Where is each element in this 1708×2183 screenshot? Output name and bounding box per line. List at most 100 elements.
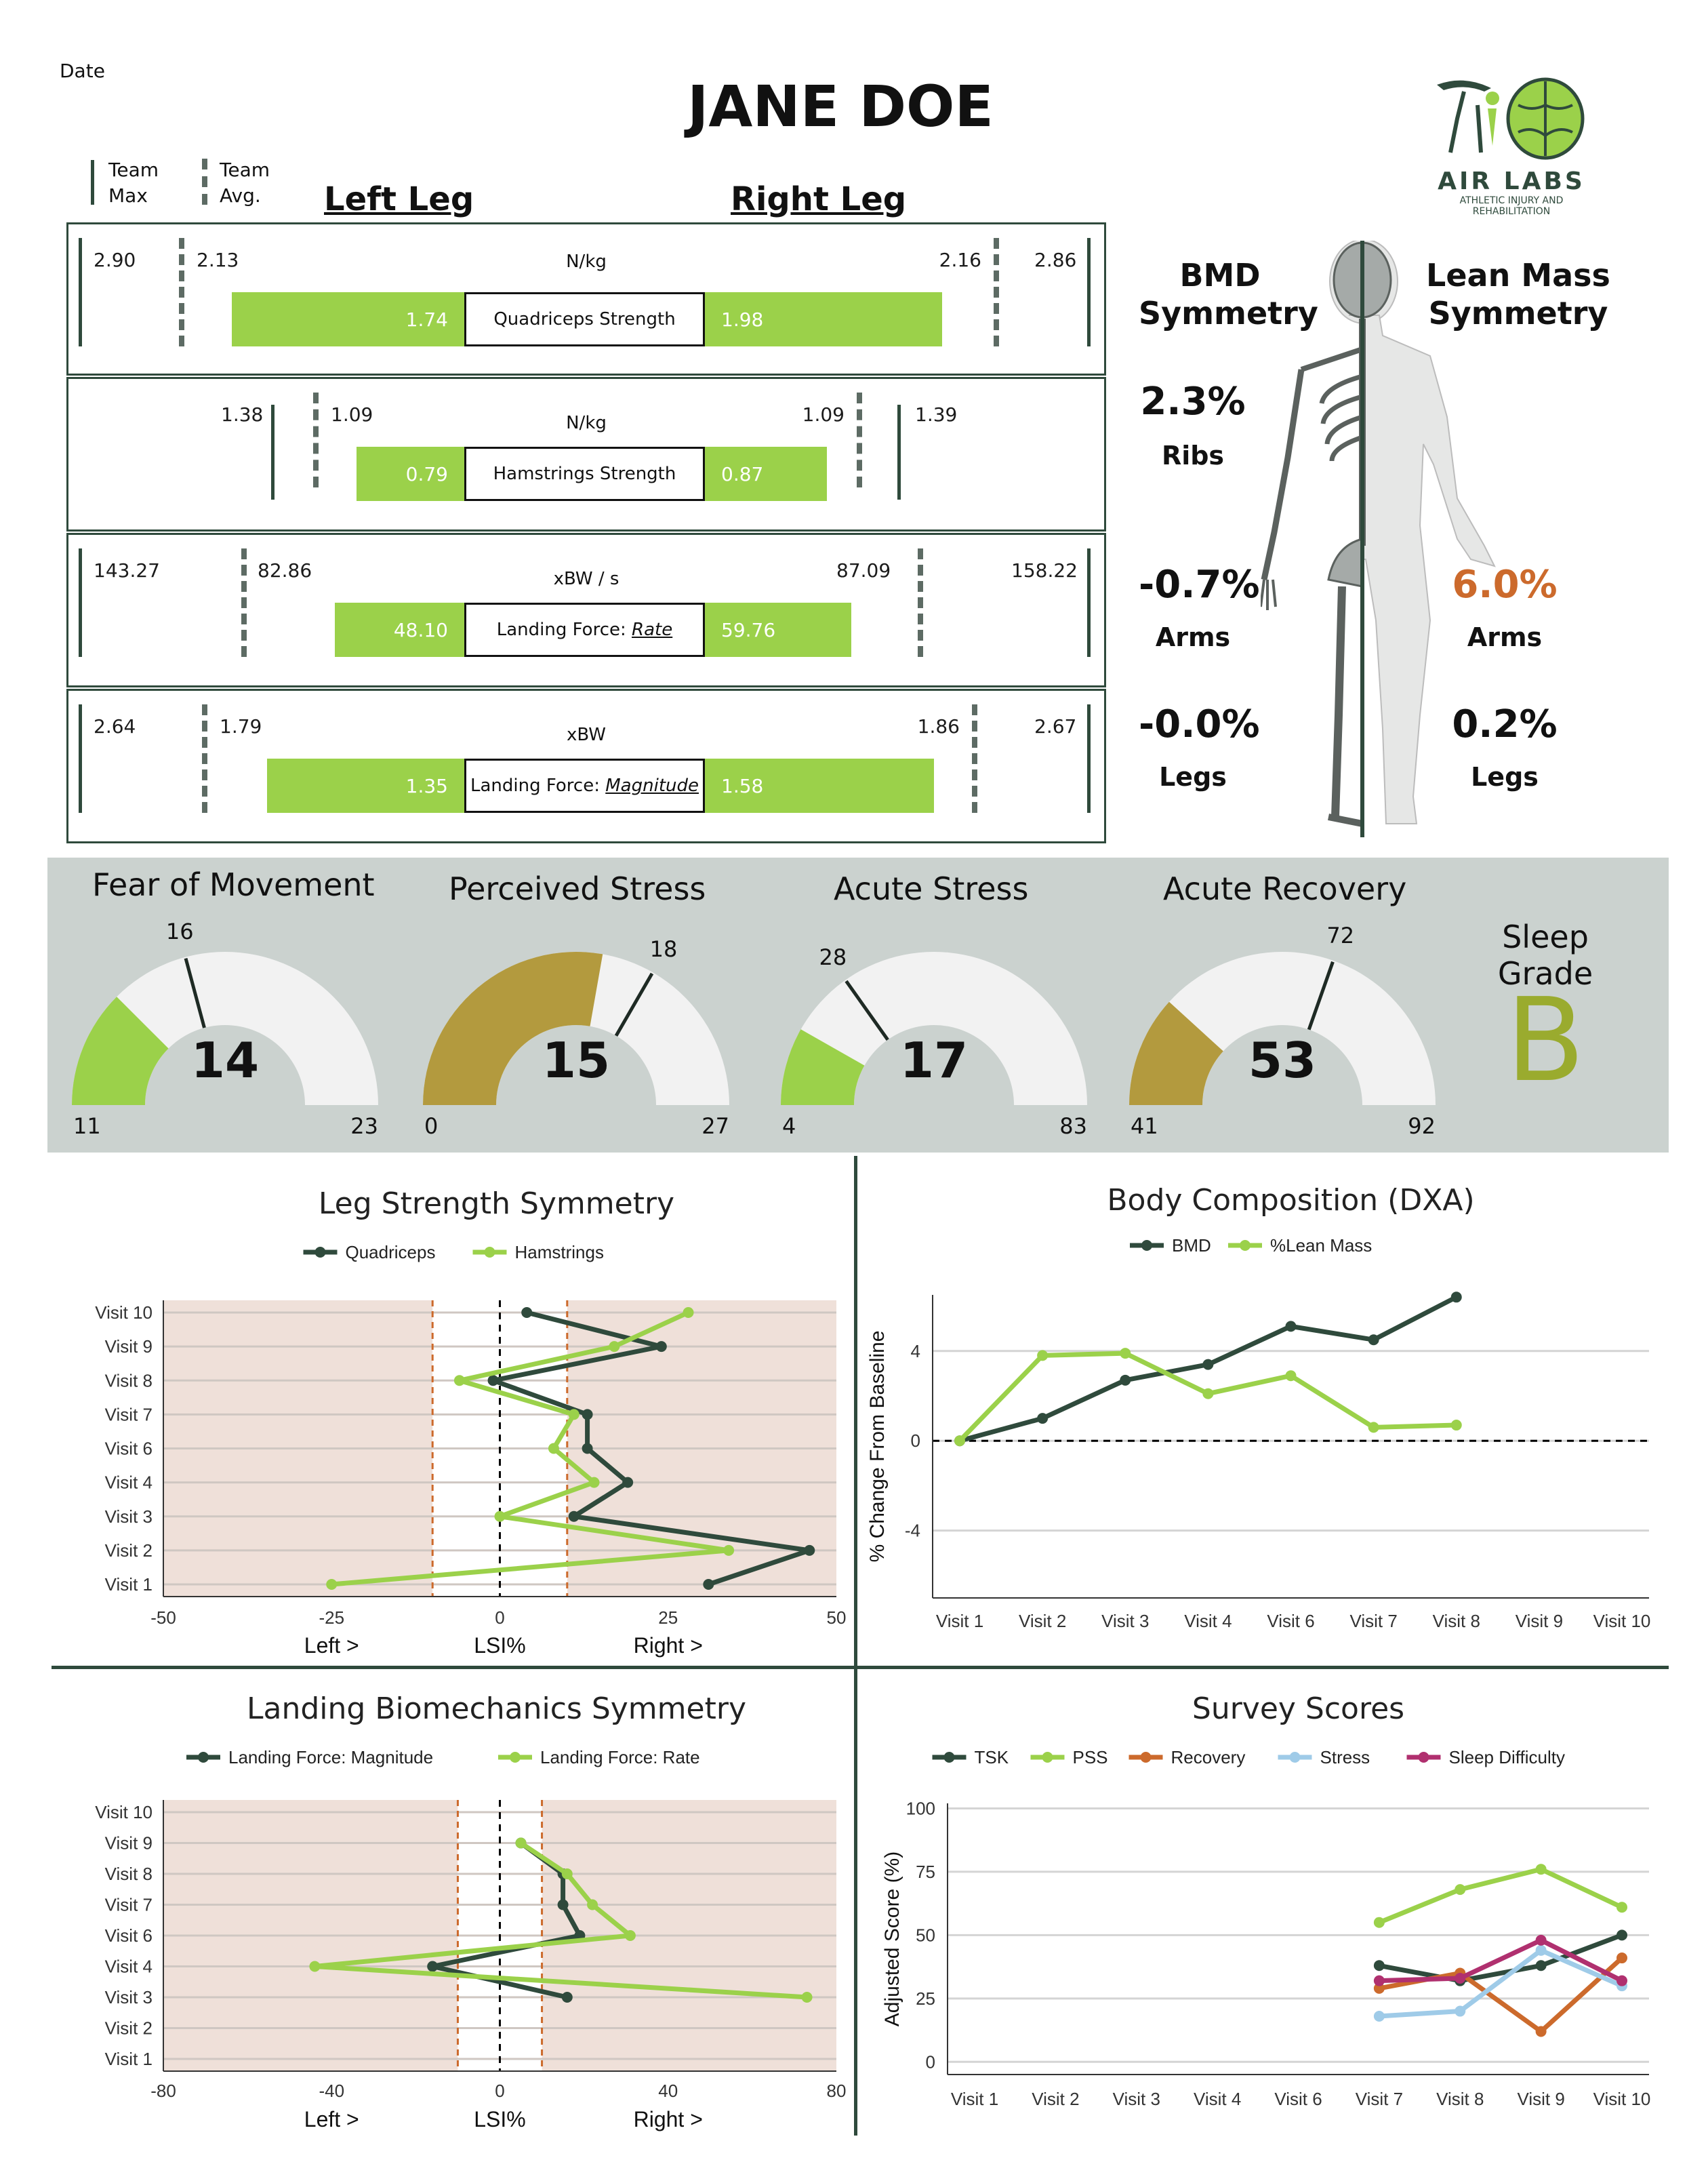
gauge-title: Acute Recovery xyxy=(1163,870,1407,907)
data-point xyxy=(1535,1864,1547,1875)
data-point xyxy=(326,1579,338,1590)
metric-unit: xBW / s xyxy=(553,569,619,589)
sleep-grade-title: Sleep Grade xyxy=(1497,919,1593,992)
team-max-legend-line xyxy=(91,160,94,205)
legend-label: Landing Force: Magnitude xyxy=(228,1747,433,1767)
x-tick-label: 0 xyxy=(495,1607,504,1628)
data-point xyxy=(1535,2026,1547,2037)
x-tick-label: Visit 7 xyxy=(1356,2089,1403,2109)
lean-symmetry-label: Arms xyxy=(1467,622,1543,652)
y-tick-label: Visit 1 xyxy=(105,1574,152,1595)
x-tick-label: Visit 3 xyxy=(1113,2089,1160,2109)
gauge-min: 0 xyxy=(424,1113,439,1139)
data-point xyxy=(622,1477,634,1488)
gauge-max: 27 xyxy=(702,1113,729,1139)
metric-unit: xBW xyxy=(566,725,606,745)
x-tick-label: -25 xyxy=(319,1607,344,1628)
bmd-symmetry-label: Legs xyxy=(1159,762,1227,792)
right-team-max-value: 2.86 xyxy=(1034,249,1077,271)
data-point xyxy=(1368,1422,1379,1433)
left-leg-bar: 1.35 xyxy=(267,759,464,813)
y-tick-label: Visit 4 xyxy=(105,1957,152,1977)
y-tick-label: 100 xyxy=(906,1798,935,1818)
data-point xyxy=(515,1837,527,1849)
y-tick-label: Visit 6 xyxy=(105,1439,152,1459)
y-tick-label: 25 xyxy=(916,1988,935,2009)
metric-name-emphasis: Magnitude xyxy=(605,776,699,796)
x-tick-label: 50 xyxy=(827,1607,847,1628)
x-tick-label: Visit 2 xyxy=(1032,2089,1079,2109)
data-point xyxy=(1373,2011,1385,2022)
logo-subtitle: ATHLETIC INJURY AND REHABILITATION xyxy=(1459,195,1564,217)
gauge xyxy=(781,952,1087,1105)
data-point xyxy=(309,1961,321,1972)
gauge-value: 15 xyxy=(542,1032,611,1089)
metric-name-emphasis: Rate xyxy=(632,620,673,640)
right-leg-value: 59.76 xyxy=(721,619,776,641)
metric-name-prefix: Landing Force: xyxy=(470,776,606,796)
legend-label: TSK xyxy=(975,1747,1009,1767)
y-tick-label: Visit 7 xyxy=(105,1895,152,1915)
data-point xyxy=(1616,1952,1627,1964)
team-avg-legend: Team Avg. xyxy=(220,159,270,207)
bmd-symmetry-label: Ribs xyxy=(1161,441,1225,470)
y-tick-label: Visit 9 xyxy=(105,1336,152,1357)
chart-title: Body Composition (DXA) xyxy=(1107,1183,1474,1218)
metric-name: Hamstrings Strength xyxy=(493,464,676,484)
y-tick-label: Visit 6 xyxy=(105,1925,152,1946)
x-tick-label: 80 xyxy=(827,2081,847,2101)
x-axis-label: LSI% xyxy=(474,1633,525,1658)
legend-marker xyxy=(510,1752,521,1763)
team-marker xyxy=(845,980,889,1041)
data-point xyxy=(453,1375,465,1386)
team-max-line-left xyxy=(79,238,82,346)
gauge-team-value: 72 xyxy=(1326,922,1355,948)
team-max-legend: Team Max xyxy=(108,159,159,207)
left-team-max-value: 2.64 xyxy=(94,715,136,738)
team-avg-line-right xyxy=(857,393,862,487)
right-team-avg-value: 1.09 xyxy=(802,403,845,426)
x-tick-label: Visit 6 xyxy=(1267,1611,1314,1631)
team-marker xyxy=(1307,961,1335,1030)
legend-marker xyxy=(314,1247,326,1258)
right-leg-bar: 1.58 xyxy=(705,759,934,813)
body-illustration xyxy=(1261,241,1496,837)
y-tick-label: Visit 10 xyxy=(95,1302,152,1323)
data-point xyxy=(1202,1388,1214,1399)
y-tick-label: Visit 2 xyxy=(105,1540,152,1561)
chart-title: Survey Scores xyxy=(1192,1691,1404,1726)
y-tick-label: Visit 2 xyxy=(105,2018,152,2039)
data-point xyxy=(1455,1972,1466,1984)
y-tick-label: 0 xyxy=(926,2051,935,2072)
data-point xyxy=(548,1443,559,1454)
y-tick-label: 4 xyxy=(911,1341,920,1361)
x-tick-label: Visit 4 xyxy=(1194,2089,1241,2109)
chart-divider-vertical xyxy=(854,1156,857,2136)
chart-title: Leg Strength Symmetry xyxy=(319,1186,674,1221)
y-tick-label: Visit 10 xyxy=(95,1802,152,1822)
data-point xyxy=(1616,1902,1627,1913)
x-tick-label: 0 xyxy=(495,2081,504,2101)
data-point xyxy=(568,1409,580,1420)
team-avg-line-right xyxy=(994,238,999,346)
legend-label: PSS xyxy=(1073,1747,1108,1767)
lean-mass-symmetry-title: Lean Mass Symmetry xyxy=(1426,257,1610,332)
metric-name-label: Landing Force: Rate xyxy=(464,603,705,657)
metric-box: 1.38 1.09 1.09 1.39 N/kg 0.79 0.87 Hamstrings S… xyxy=(66,377,1106,532)
series-line xyxy=(1379,1938,1623,1984)
x-tick-label: Visit 7 xyxy=(1349,1611,1397,1631)
team-max-line-left xyxy=(271,405,274,500)
gauge xyxy=(423,952,729,1105)
team-avg-line-left xyxy=(313,393,319,487)
gauge-max: 83 xyxy=(1059,1113,1087,1139)
x-tick-label: Visit 1 xyxy=(936,1611,983,1631)
data-point xyxy=(1616,1975,1627,1986)
y-tick-label: Visit 9 xyxy=(105,1833,152,1854)
data-point xyxy=(1373,1982,1385,1994)
right-team-avg-value: 1.86 xyxy=(917,715,960,738)
y-tick-label: 0 xyxy=(911,1430,920,1451)
metric-name-prefix: Landing Force: xyxy=(496,620,632,640)
team-avg-line-right xyxy=(972,704,977,813)
left-team-max-value: 2.90 xyxy=(94,249,136,271)
lean-symmetry-label: Legs xyxy=(1471,762,1539,792)
